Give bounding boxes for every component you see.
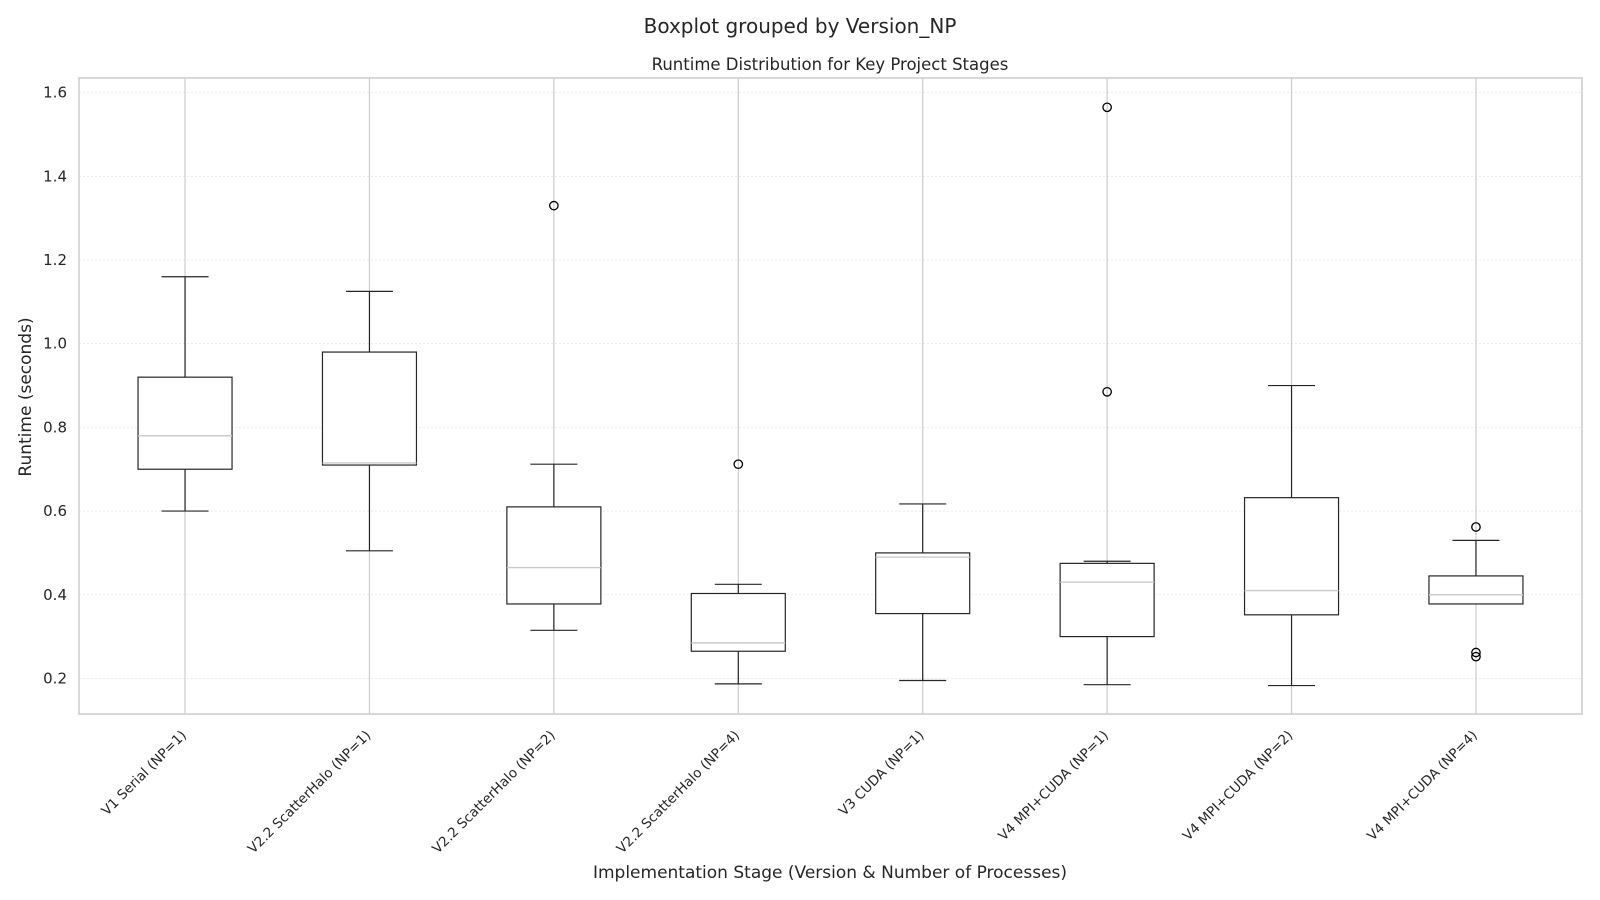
box (1059, 562, 1155, 638)
y-tick-label: 0.2 (43, 669, 67, 687)
plot-frame (78, 77, 1583, 715)
grid-layer (79, 78, 1582, 714)
y-axis-label: Runtime (seconds) (16, 317, 36, 476)
y-tick-label: 0.8 (43, 418, 67, 436)
box (1243, 497, 1340, 616)
chart-title: Runtime Distribution for Key Project Sta… (652, 55, 1009, 74)
x-tick-label: V1 Serial (NP=1) (98, 728, 189, 819)
x-axis-ticks: V1 Serial (NP=1) V2.2 ScatterHalo (NP=1) V… (98, 728, 1480, 857)
outlier-point (1471, 647, 1481, 658)
box-layer (137, 102, 1524, 687)
x-tick-label: V2.2 ScatterHalo (NP=4) (614, 728, 743, 857)
x-tick-label: V4 MPI+CUDA (NP=4) (1364, 728, 1481, 845)
outlier-point (1102, 386, 1112, 397)
y-tick-label: 1.2 (43, 251, 67, 269)
outlier-point (1471, 651, 1481, 662)
box (1428, 575, 1524, 605)
x-tick-label: V3 CUDA (NP=1) (836, 728, 928, 820)
y-tick-label: 0.6 (43, 502, 67, 520)
box (690, 592, 786, 652)
box (321, 351, 418, 466)
x-tick-label: V4 MPI+CUDA (NP=1) (995, 728, 1112, 845)
y-axis-ticks: 0.2 0.4 0.6 0.8 1.0 1.2 1.4 1.6 (43, 84, 67, 688)
y-tick-label: 1.0 (43, 335, 67, 353)
x-tick-label: V2.2 ScatterHalo (NP=2) (429, 728, 558, 857)
x-tick-label: V4 MPI+CUDA (NP=2) (1180, 728, 1297, 845)
x-axis-label: Implementation Stage (Version & Number o… (593, 863, 1067, 883)
outlier-point (549, 200, 559, 211)
x-tick-label: V2.2 ScatterHalo (NP=1) (245, 728, 374, 857)
chart-suptitle: Boxplot grouped by Version_NP (644, 14, 957, 38)
y-tick-label: 1.6 (43, 84, 67, 102)
y-tick-label: 1.4 (43, 167, 67, 185)
box (875, 552, 971, 615)
box (137, 376, 233, 470)
outlier-point (733, 459, 744, 470)
outlier-point (1102, 102, 1112, 113)
box (506, 506, 602, 605)
y-tick-label: 0.4 (43, 586, 67, 604)
outlier-point (1471, 522, 1481, 532)
